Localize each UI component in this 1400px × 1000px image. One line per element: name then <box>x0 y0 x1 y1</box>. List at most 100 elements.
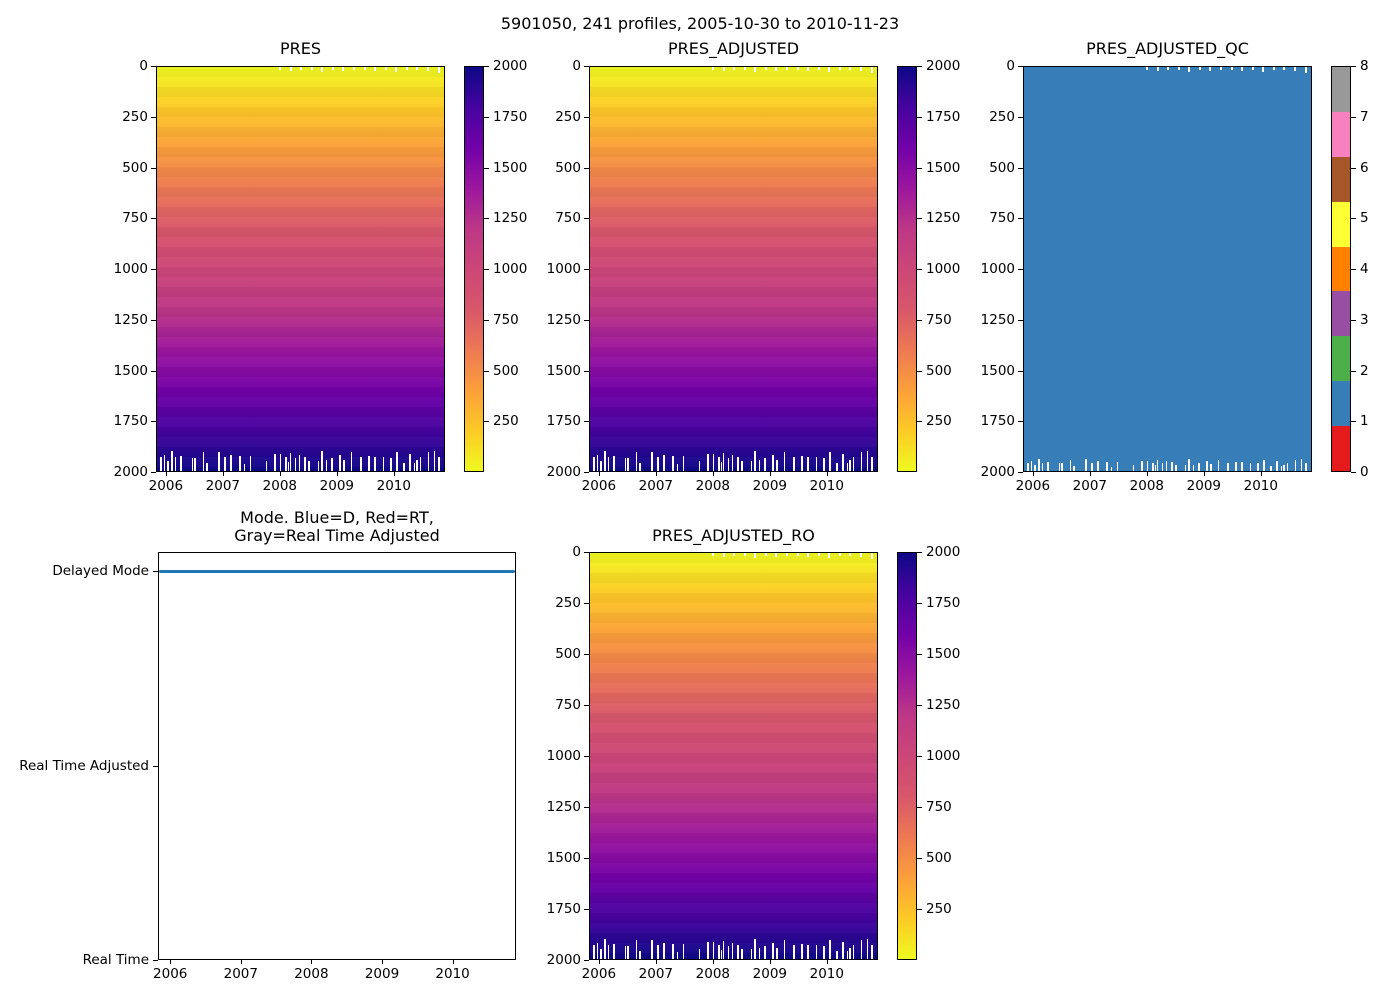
profile-end-gap <box>867 939 868 959</box>
pres-adjusted-qc-plot-area <box>1023 66 1312 472</box>
pres-adjusted-ro-y-tick-label: 0 <box>572 544 581 560</box>
qc-colorbar-segment-6 <box>1332 156 1350 203</box>
pres-adjusted-qc-x-tick <box>1260 472 1262 476</box>
pres-y-tick-label: 500 <box>122 159 148 176</box>
missing-surface-mark <box>1241 67 1244 71</box>
profile-end-gap <box>699 461 700 471</box>
pres-adjusted-x-tick-label: 2008 <box>695 478 730 494</box>
mode-x-tick-label: 2008 <box>294 966 329 982</box>
profile-end-gap <box>1227 463 1229 471</box>
profile-end-gap <box>627 946 629 959</box>
profile-end-gap <box>1111 467 1112 471</box>
pres-adjusted-qc-colorbar-tick <box>1351 370 1356 372</box>
profile-end-gap <box>807 457 809 471</box>
missing-surface-mark <box>1262 67 1265 72</box>
mode-x-tick-label: 2006 <box>153 966 188 982</box>
profile-end-gap <box>754 451 756 471</box>
profile-end-gap <box>1263 460 1265 471</box>
pres-adjusted-ro-colorbar-tick <box>917 552 922 553</box>
profile-end-gap <box>600 461 602 471</box>
pres-adjusted-colorbar-tick-label: 2000 <box>926 58 961 74</box>
pres-adjusted-colorbar-tick <box>917 116 922 118</box>
pres-adjusted-qc-y-tick <box>1018 472 1023 473</box>
pres-adjusted-qc-colorbar-tick <box>1351 218 1356 220</box>
profile-end-gap <box>1091 463 1093 471</box>
profile-end-gap <box>847 463 848 471</box>
pres-adjusted-ro-x-tick-label: 2006 <box>581 966 617 982</box>
pres-adjusted-colorbar-tick <box>917 421 922 423</box>
pres-adjusted-ro-colorbar-tick-label: 1250 <box>926 697 961 713</box>
pres-adjusted-ro-y-tick <box>584 756 589 757</box>
missing-surface-mark <box>1272 67 1275 70</box>
pres-colorbar-tick <box>484 116 489 118</box>
profile-end-gap <box>718 945 720 959</box>
mode-y-tick-label: Delayed Mode <box>52 563 149 580</box>
profile-end-gap <box>1295 460 1296 471</box>
pres-adjusted-colorbar-tick-label: 1000 <box>926 261 961 277</box>
pres-y-tick <box>151 66 156 67</box>
profile-end-gap <box>160 457 162 471</box>
profile-end-gap <box>732 943 733 959</box>
pres-adjusted-qc-colorbar-tick-label: 6 <box>1360 159 1369 176</box>
pres-adjusted-y-tick-label: 0 <box>572 58 581 74</box>
profile-end-gap <box>368 456 370 471</box>
profile-end-gap <box>1047 462 1049 471</box>
missing-surface-mark <box>764 67 767 70</box>
missing-surface-mark <box>1230 67 1233 70</box>
qc-colorbar-segment-1 <box>1332 381 1350 427</box>
mode-title: Mode. Blue=D, Red=RT, Gray=Real Time Adj… <box>158 509 516 545</box>
pres-adjusted-qc-x-tick-label: 2008 <box>1129 478 1164 494</box>
profile-end-gap <box>1250 463 1251 471</box>
pres-adjusted-colorbar-tick <box>917 370 922 372</box>
profile-end-gap <box>1301 459 1302 471</box>
profile-end-gap <box>409 454 411 471</box>
profile-end-gap <box>280 454 281 471</box>
profile-end-gap <box>244 464 245 471</box>
pres-adjusted-qc-y-tick <box>1018 370 1023 372</box>
missing-surface-mark <box>849 553 852 556</box>
pres-adjusted-qc-colorbar <box>1331 66 1351 472</box>
mode-y-tick-label: Real Time Adjusted <box>19 757 149 774</box>
missing-surface-mark <box>427 67 430 71</box>
mode-x-tick <box>311 960 313 964</box>
pres-y-tick <box>151 269 156 270</box>
profile-end-gap <box>683 456 684 471</box>
missing-surface-mark <box>711 67 714 70</box>
pres-adjusted-colorbar-tick-label: 1500 <box>926 159 961 176</box>
pres-adjusted-ro-colorbar-tick-label: 1750 <box>926 595 961 611</box>
profile-end-gap <box>713 454 714 471</box>
profile-end-gap <box>627 458 629 471</box>
pres-y-tick <box>151 319 156 321</box>
pres-adjusted-y-tick <box>584 66 589 67</box>
profile-end-gap <box>764 458 766 471</box>
pres-x-tick <box>165 472 167 476</box>
profile-end-gap <box>339 455 341 471</box>
profile-end-gap <box>793 945 795 959</box>
missing-surface-mark <box>743 67 746 70</box>
pres-colorbar-tick-label: 1500 <box>493 159 528 176</box>
pres-adjusted-y-tick-label: 1000 <box>546 261 581 277</box>
pres-adjusted-x-tick <box>655 472 657 476</box>
missing-surface-mark <box>416 67 419 70</box>
mode-y-tick <box>153 571 158 573</box>
pres-adjusted-ro-colorbar-tick <box>917 909 922 910</box>
pres-adjusted-qc-colorbar-tick-label: 8 <box>1360 58 1369 74</box>
missing-surface-mark <box>807 67 810 71</box>
pres-adjusted-ro-x-tick-label: 2009 <box>752 966 787 982</box>
mode-y-tick <box>153 765 158 767</box>
profile-end-gap <box>871 945 873 959</box>
profile-end-gap <box>288 462 289 471</box>
profile-end-gap <box>1287 463 1288 471</box>
missing-surface-mark <box>743 553 746 556</box>
pres-adjusted-qc-y-tick-label: 1750 <box>980 413 1015 430</box>
profile-end-gap <box>683 944 684 959</box>
pres-colorbar-tick-label: 500 <box>493 362 519 379</box>
pres-adjusted-qc-y-tick <box>1018 116 1023 118</box>
profile-end-gap <box>636 940 637 959</box>
profile-end-gap <box>343 460 345 471</box>
missing-surface-mark <box>1188 67 1191 72</box>
profile-end-gap <box>836 951 838 959</box>
pres-y-tick <box>151 218 156 220</box>
profile-end-gap <box>374 457 376 471</box>
